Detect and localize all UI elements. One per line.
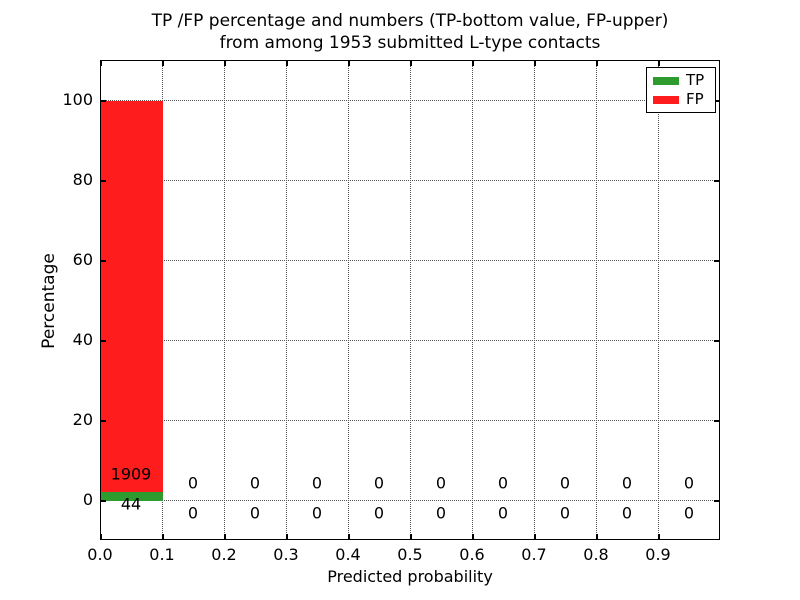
- x-tick-mark-top: [534, 61, 536, 66]
- gridline-x: [472, 61, 473, 539]
- x-tick-mark-bottom: [534, 534, 536, 539]
- x-tick-mark-top: [472, 61, 474, 66]
- y-tick-label: 40: [72, 330, 93, 349]
- x-tick-label: 0.2: [211, 545, 237, 564]
- y-tick-mark-right: [714, 180, 719, 182]
- x-tick-mark-bottom: [162, 534, 164, 539]
- chart-title: TP /FP percentage and numbers (TP-bottom…: [100, 10, 720, 54]
- legend-label-tp: TP: [686, 71, 705, 89]
- x-tick-label: 0.9: [645, 545, 671, 564]
- x-tick-mark-bottom: [224, 534, 226, 539]
- x-tick-mark-top: [348, 61, 350, 66]
- x-tick-label: 0.6: [459, 545, 485, 564]
- chart-title-line1: TP /FP percentage and numbers (TP-bottom…: [151, 11, 669, 31]
- x-tick-mark-bottom: [472, 534, 474, 539]
- bar-label-fp: 1909: [110, 464, 152, 484]
- x-tick-mark-bottom: [286, 534, 288, 539]
- y-tick-mark-left: [101, 260, 106, 262]
- gridline-x: [534, 61, 535, 539]
- fp-color-swatch: [653, 95, 679, 104]
- bar-label-fp: 0: [559, 473, 571, 493]
- y-tick-mark-left: [101, 100, 106, 102]
- x-tick-label: 0.4: [335, 545, 361, 564]
- bar-label-fp: 0: [683, 473, 695, 493]
- x-tick-label: 0.1: [149, 545, 175, 564]
- bar-label-tp: 0: [497, 503, 509, 523]
- y-tick-label: 20: [72, 410, 93, 429]
- y-tick-label: 0: [82, 490, 93, 509]
- y-tick-mark-left: [101, 500, 106, 502]
- bar-label-fp: 0: [621, 473, 633, 493]
- x-tick-mark-top: [224, 61, 226, 66]
- tp-color-swatch: [653, 76, 679, 85]
- x-tick-label: 0.5: [397, 545, 423, 564]
- x-tick-mark-top: [596, 61, 598, 66]
- x-tick-mark-bottom: [410, 534, 412, 539]
- gridline-x: [658, 61, 659, 539]
- legend-item-tp: TP: [647, 73, 715, 88]
- y-tick-label: 80: [72, 170, 93, 189]
- gridline-x: [286, 61, 287, 539]
- gridline-x: [348, 61, 349, 539]
- y-tick-mark-left: [101, 340, 106, 342]
- bar-label-tp: 0: [435, 503, 447, 523]
- bar-label-fp: 0: [311, 473, 323, 493]
- x-tick-mark-bottom: [658, 534, 660, 539]
- y-tick-label: 60: [72, 250, 93, 269]
- x-tick-mark-bottom: [348, 534, 350, 539]
- x-tick-mark-top: [286, 61, 288, 66]
- bar-label-fp: 0: [249, 473, 261, 493]
- bar-segment-tp: [101, 491, 163, 501]
- bar-label-tp: 0: [373, 503, 385, 523]
- x-axis-label: Predicted probability: [327, 567, 493, 586]
- x-tick-mark-top: [410, 61, 412, 66]
- x-tick-mark-bottom: [100, 534, 102, 539]
- gridline-x: [410, 61, 411, 539]
- bar-label-tp: 0: [559, 503, 571, 523]
- y-tick-mark-right: [714, 500, 719, 502]
- bar-label-tp: 0: [311, 503, 323, 523]
- y-tick-mark-left: [101, 420, 106, 422]
- legend-item-fp: FP: [647, 92, 715, 107]
- x-tick-mark-top: [162, 61, 164, 66]
- bar-segment-fp: [101, 101, 163, 492]
- y-tick-mark-right: [714, 260, 719, 262]
- y-tick-mark-left: [101, 180, 106, 182]
- x-tick-mark-top: [100, 61, 102, 66]
- bar-label-tp: 0: [683, 503, 695, 523]
- y-tick-label: 100: [62, 90, 93, 109]
- chart-title-line2: from among 1953 submitted L-type contact…: [219, 33, 601, 53]
- bar-label-fp: 0: [497, 473, 509, 493]
- gridline-x: [596, 61, 597, 539]
- x-tick-mark-bottom: [596, 534, 598, 539]
- bar-label-fp: 0: [435, 473, 447, 493]
- bar-label-fp: 0: [187, 473, 199, 493]
- y-tick-mark-right: [714, 340, 719, 342]
- x-tick-label: 0.0: [87, 545, 113, 564]
- y-tick-mark-right: [714, 420, 719, 422]
- bar-label-tp: 44: [120, 494, 142, 514]
- bar-label-tp: 0: [249, 503, 261, 523]
- bar-label-fp: 0: [373, 473, 385, 493]
- bar-label-tp: 0: [621, 503, 633, 523]
- y-tick-mark-right: [714, 100, 719, 102]
- legend-label-fp: FP: [686, 90, 704, 108]
- gridline-x: [224, 61, 225, 539]
- legend: TP FP: [646, 67, 716, 113]
- plot-area: [100, 60, 720, 540]
- x-tick-label: 0.8: [583, 545, 609, 564]
- bar-label-tp: 0: [187, 503, 199, 523]
- x-tick-label: 0.3: [273, 545, 299, 564]
- x-tick-mark-top: [658, 61, 660, 66]
- x-tick-label: 0.7: [521, 545, 547, 564]
